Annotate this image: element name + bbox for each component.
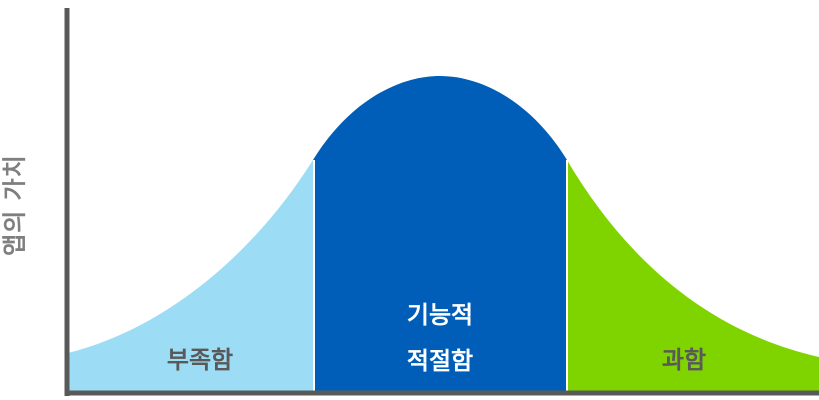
optimal-label-line1: 기능적: [406, 301, 474, 329]
y-axis-label: 앱의 가치: [0, 154, 29, 256]
excessive-label: 과함: [661, 346, 707, 374]
excessive-region: [567, 160, 819, 392]
deficient-region: [68, 160, 313, 392]
optimal-label-line2: 적절함: [406, 347, 474, 375]
deficient-label: 부족함: [166, 346, 234, 374]
optimal-region: [313, 76, 567, 392]
